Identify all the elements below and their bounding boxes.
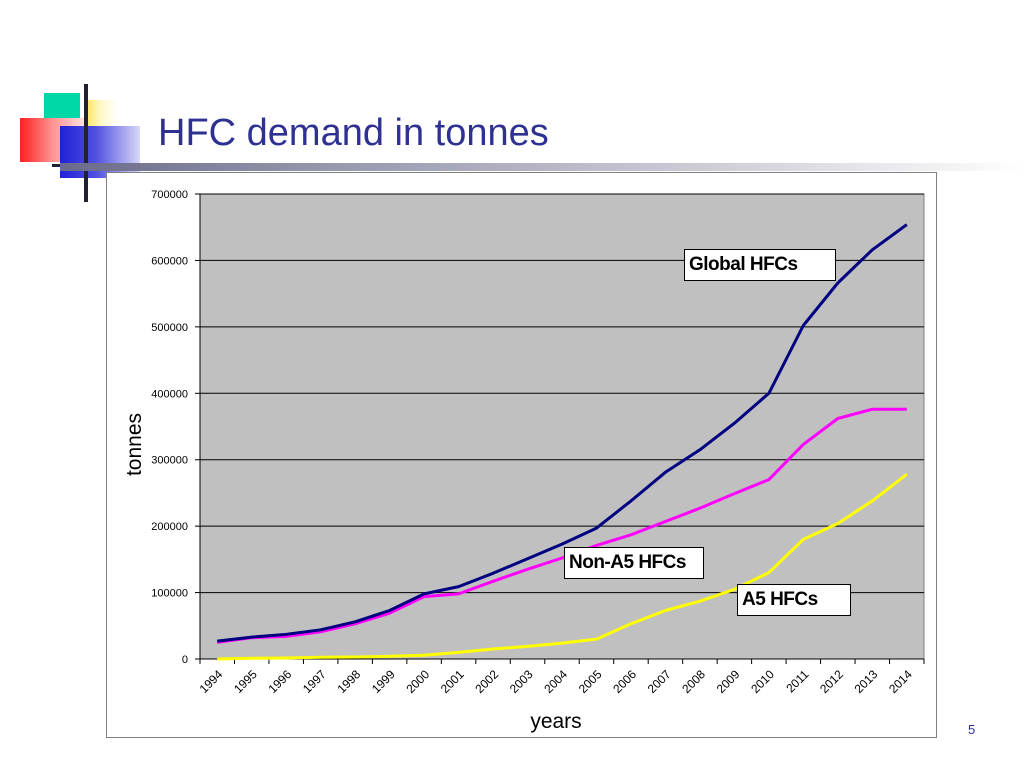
x-tick-label: 2006 [610,667,639,696]
x-tick-label: 2007 [645,667,674,696]
x-tick-label: 1995 [231,667,260,696]
label-global-hfcs: Global HFCs [684,249,836,281]
x-tick-label: 2005 [576,667,605,696]
series-line-global-hfcs [217,223,908,643]
y-tick-label: 700000 [151,189,188,201]
label-a5-hfcs: A5 HFCs [737,584,851,616]
y-tick-label: 200000 [151,521,188,533]
x-tick-label: 2000 [403,667,432,696]
x-tick-label: 1996 [266,667,295,696]
x-tick-label: 2002 [472,667,501,696]
x-tick-label: 1997 [300,667,329,696]
series-line-non-a5-hfcs [216,407,907,644]
x-tick-label: 2004 [541,667,570,696]
x-tick-label: 2013 [852,667,881,696]
page-number: 5 [968,722,976,737]
x-tick-label: 1994 [197,667,226,696]
y-tick-label: 0 [182,654,188,666]
title-underline [60,163,1024,171]
x-tick-label: 2008 [679,667,708,696]
label-non-a5-hfcs: Non-A5 HFCs [564,547,704,579]
x-tick-label: 1999 [369,667,398,696]
x-tick-label: 2003 [507,667,536,696]
y-axis-title: tonnes [123,413,146,476]
logo-vertical-line [84,84,88,202]
x-tick-label: 2014 [886,667,915,696]
series-line-a5-hfcs [217,473,908,661]
x-tick-label: 2011 [783,667,811,695]
x-tick-label: 2001 [438,667,467,696]
x-tick-label: 2010 [748,667,777,696]
x-tick-label: 2012 [817,667,846,696]
y-tick-label: 400000 [151,388,188,400]
y-tick-label: 600000 [151,255,188,267]
x-tick-label: 2009 [714,667,743,696]
y-tick-label: 100000 [151,588,188,600]
y-tick-label: 500000 [151,322,188,334]
y-tick-label: 300000 [151,455,188,467]
x-axis-title: years [530,710,581,733]
x-tick-label: 1998 [334,667,363,696]
slide-title: HFC demand in tonnes [158,112,549,154]
